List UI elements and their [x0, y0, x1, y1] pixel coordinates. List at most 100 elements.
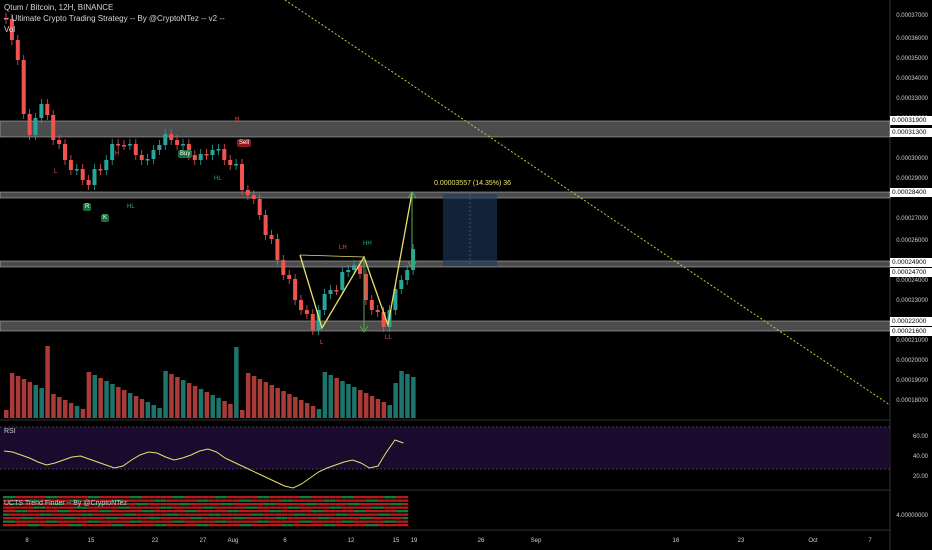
volume-label[interactable]: Vol [4, 25, 16, 34]
trend-cell [87, 524, 94, 527]
trend-cell [347, 496, 354, 499]
price-tick: 0.00021000 [896, 338, 928, 344]
trend-cell [305, 510, 312, 513]
trend-cell [329, 513, 336, 516]
trend-finder-label[interactable]: UCTS Trend Finder -- By @CryptoNTez [4, 500, 128, 507]
trend-cell [33, 513, 40, 516]
trend-cell [202, 513, 209, 516]
trend-cell [154, 499, 161, 502]
trend-cell [293, 496, 300, 499]
trend-cell [184, 499, 191, 502]
signal-marker[interactable]: Sell [237, 139, 252, 147]
trend-cell [269, 503, 276, 506]
candle [192, 155, 197, 160]
trend-cell [3, 503, 9, 506]
volume-bar [322, 372, 328, 418]
trend-cell [81, 517, 88, 520]
trend-cell [27, 517, 34, 520]
trend-cell [3, 524, 9, 527]
trend-cell [232, 496, 239, 499]
trend-cell [142, 496, 149, 499]
trend-cell [3, 520, 9, 523]
trend-cell [226, 503, 233, 506]
trend-cell [75, 513, 82, 516]
trend-cell [263, 510, 270, 513]
candle [299, 300, 303, 310]
trend-cell [208, 513, 215, 516]
trend-cell [208, 503, 215, 506]
trend-cell [372, 510, 379, 513]
volume-bar [204, 392, 210, 418]
trend-cell [341, 524, 348, 527]
trend-cell [117, 510, 124, 513]
signal-marker[interactable]: Buy [178, 150, 193, 158]
candle [145, 159, 150, 161]
trend-cell [105, 510, 112, 513]
chart-title[interactable]: Qtum / Bitcoin, 12H, BINANCE [4, 3, 114, 12]
trend-cell [39, 520, 46, 523]
rsi-label[interactable]: RSI [4, 428, 16, 435]
trend-cell [238, 496, 245, 499]
trend-cell [15, 517, 22, 520]
trend-cell [117, 503, 124, 506]
support-zone[interactable] [0, 320, 891, 332]
trend-cell [27, 496, 34, 499]
trend-cell [172, 496, 179, 499]
trend-cell [3, 510, 9, 513]
trend-cell [9, 496, 16, 499]
trend-cell [87, 499, 94, 502]
trend-cell [160, 517, 167, 520]
trend-cell [366, 510, 372, 513]
signal-marker[interactable]: L [320, 340, 324, 346]
trend-cell [81, 499, 88, 502]
trend-cell [99, 520, 106, 523]
trend-cell [263, 520, 270, 523]
trend-cell [154, 503, 161, 506]
trend-cell [299, 513, 306, 516]
trend-cell [226, 496, 233, 499]
price-tick: 0.00020000 [896, 358, 928, 364]
trend-cell [27, 510, 34, 513]
trend-cell [372, 503, 379, 506]
trend-cell [81, 506, 88, 509]
volume-bar [21, 379, 27, 418]
trend-cell [93, 506, 100, 509]
signal-marker[interactable]: HH [363, 241, 372, 247]
strategy-label[interactable]: -- Ultimate Crypto Trading Strategy -- B… [4, 14, 225, 23]
trend-cell [396, 524, 403, 527]
descending-trendline[interactable] [284, 0, 891, 406]
trend-cell [311, 499, 318, 502]
candle [316, 310, 321, 330]
signal-marker[interactable]: HL [127, 204, 135, 210]
resistance-zone[interactable] [0, 120, 891, 138]
trend-cell [69, 496, 76, 499]
signal-marker[interactable]: K [101, 214, 110, 222]
signal-marker[interactable]: LL [385, 335, 392, 341]
signal-marker[interactable]: H [235, 117, 240, 123]
volume-bar [405, 374, 410, 418]
volume-bar [192, 386, 198, 418]
signal-marker[interactable]: R [83, 203, 92, 211]
trend-cell [136, 517, 143, 520]
trend-cell [69, 510, 76, 513]
trend-cell [190, 517, 197, 520]
trend-cell [166, 499, 173, 502]
trend-cell [275, 513, 282, 516]
trend-cell [130, 524, 137, 527]
candle [127, 144, 132, 146]
trend-cell [251, 506, 258, 509]
signal-marker[interactable]: H [115, 151, 120, 157]
candle [369, 300, 374, 310]
signal-marker[interactable]: L [54, 169, 58, 175]
trend-cell [136, 496, 143, 499]
volume-bar [328, 375, 333, 418]
trend-cell [142, 517, 149, 520]
trend-cell [196, 503, 203, 506]
volume-bar [51, 394, 56, 418]
trend-cell [136, 510, 143, 513]
signal-marker[interactable]: HL [214, 176, 222, 182]
trend-cell [57, 506, 64, 509]
trend-cell [335, 510, 342, 513]
signal-marker[interactable]: LH [339, 245, 347, 251]
